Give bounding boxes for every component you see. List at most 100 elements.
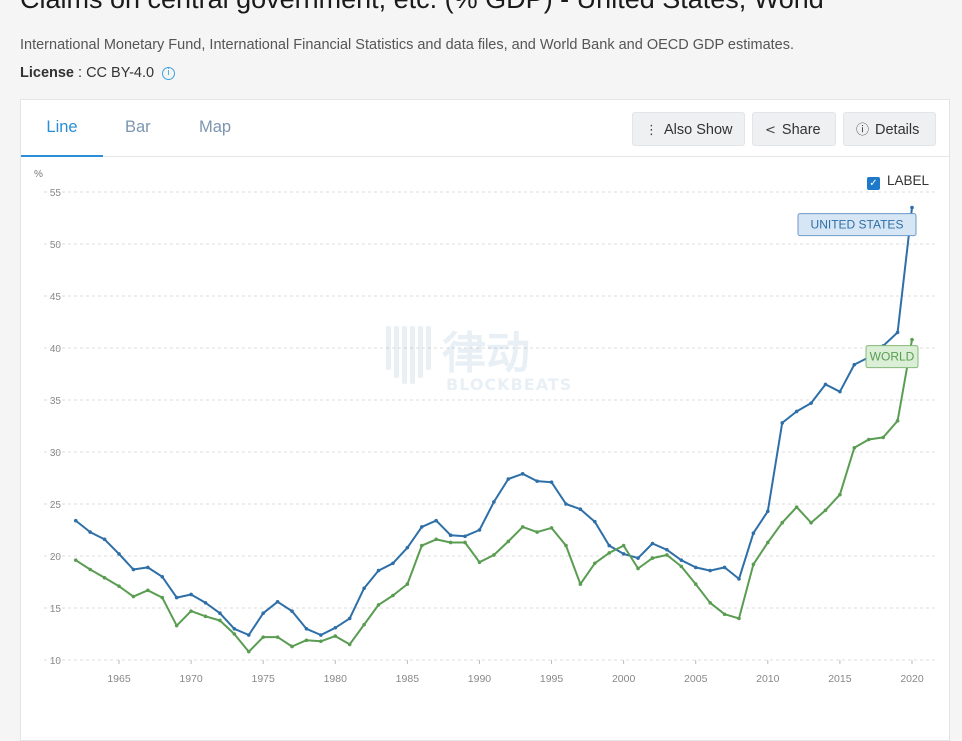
series-label-box bbox=[797, 213, 917, 237]
also-show-label: Also Show bbox=[664, 122, 733, 138]
share-label: Share bbox=[781, 122, 821, 138]
data-point bbox=[362, 622, 366, 627]
page-title: Claims on central government, etc. (% GD… bbox=[20, 0, 824, 15]
data-point bbox=[347, 616, 352, 621]
x-tick-label: 1965 bbox=[107, 673, 131, 685]
data-point bbox=[174, 623, 179, 628]
data-point bbox=[73, 518, 78, 523]
data-point bbox=[405, 545, 410, 550]
data-point bbox=[737, 577, 741, 581]
data-point bbox=[679, 558, 684, 562]
data-point bbox=[218, 618, 222, 623]
data-point bbox=[304, 627, 309, 631]
data-point bbox=[261, 611, 265, 615]
data-point bbox=[708, 601, 712, 605]
data-point bbox=[650, 541, 655, 546]
data-point bbox=[463, 540, 467, 545]
data-point bbox=[131, 567, 136, 572]
data-point bbox=[665, 547, 669, 552]
data-point bbox=[737, 616, 741, 621]
data-point bbox=[405, 582, 410, 586]
watermark-cjk: 律动 bbox=[442, 328, 530, 379]
x-tick-labels: 1965 1970 1975 1980 1985 1990 1995 2000 2005 2010… bbox=[107, 673, 924, 685]
y-tick-label: 10 bbox=[50, 656, 62, 667]
data-point bbox=[232, 632, 237, 636]
data-point bbox=[751, 562, 756, 567]
watermark: 律动 BLOCKBEATS bbox=[386, 326, 572, 394]
data-point bbox=[621, 552, 626, 556]
watermark-text: BLOCKBEATS bbox=[446, 375, 572, 394]
data-point bbox=[275, 599, 280, 604]
data-point bbox=[650, 556, 655, 560]
data-point bbox=[866, 437, 871, 442]
data-point bbox=[852, 362, 857, 367]
data-point bbox=[434, 518, 439, 523]
data-point bbox=[146, 588, 150, 593]
data-point bbox=[621, 543, 626, 548]
info-icon: ⓘ bbox=[856, 123, 870, 138]
line-chart: 律动 BLOCKBEATS % 10 15 20 25 30 35 40 45 50 55 1965… bbox=[34, 169, 935, 685]
data-point bbox=[823, 508, 828, 513]
data-point bbox=[333, 625, 338, 630]
data-point bbox=[693, 565, 698, 570]
share-button[interactable]: < Share bbox=[752, 112, 836, 146]
data-point bbox=[564, 543, 568, 548]
tab-bar[interactable]: Bar bbox=[125, 118, 151, 136]
data-point bbox=[780, 520, 785, 525]
y-tick-label: 55 bbox=[50, 188, 62, 199]
data-point bbox=[506, 477, 511, 481]
info-icon[interactable]: i bbox=[162, 67, 176, 80]
also-show-button[interactable]: ⋮ Also Show bbox=[632, 112, 745, 146]
series-label-box bbox=[865, 345, 919, 369]
data-point bbox=[261, 635, 265, 639]
data-point bbox=[189, 609, 193, 613]
checkbox-checked-icon[interactable]: ✓ bbox=[867, 177, 880, 190]
data-point bbox=[910, 205, 914, 210]
x-tick-label: 1975 bbox=[252, 673, 276, 685]
data-point bbox=[362, 586, 366, 591]
data-point bbox=[203, 614, 208, 619]
data-point bbox=[535, 530, 539, 534]
data-point bbox=[419, 543, 424, 548]
label-toggle[interactable]: ✓ LABEL bbox=[867, 173, 929, 190]
x-tick-label: 1990 bbox=[468, 673, 492, 685]
data-point bbox=[117, 584, 121, 588]
data-point bbox=[520, 525, 525, 529]
data-point bbox=[160, 575, 165, 579]
data-point bbox=[722, 565, 727, 570]
y-axis-label: % bbox=[34, 169, 43, 180]
tab-line[interactable]: Line bbox=[21, 100, 103, 157]
data-point bbox=[679, 564, 684, 569]
data-point bbox=[246, 633, 251, 637]
data-point bbox=[895, 419, 900, 423]
data-point bbox=[549, 526, 554, 530]
details-button[interactable]: ⓘ Details bbox=[843, 112, 936, 146]
license-label: License bbox=[20, 65, 74, 81]
x-tick-label: 2005 bbox=[684, 673, 708, 685]
data-point bbox=[838, 389, 842, 394]
y-tick-label: 45 bbox=[50, 292, 62, 303]
data-point bbox=[809, 520, 813, 525]
source-note: International Monetary Fund, Internation… bbox=[20, 37, 795, 53]
data-point bbox=[448, 533, 453, 537]
data-point bbox=[751, 531, 756, 535]
y-tick-label: 20 bbox=[50, 552, 62, 563]
data-point bbox=[434, 537, 439, 542]
data-point bbox=[636, 556, 640, 560]
tab-map[interactable]: Map bbox=[199, 118, 232, 136]
x-tick-label: 2000 bbox=[612, 673, 636, 685]
data-point bbox=[319, 633, 323, 637]
data-point bbox=[477, 560, 482, 565]
series-labels: UNITED STATES WORLD bbox=[797, 213, 919, 369]
data-point bbox=[564, 502, 568, 506]
data-point bbox=[203, 601, 208, 605]
data-point bbox=[636, 566, 640, 571]
data-point bbox=[809, 401, 813, 405]
data-point bbox=[290, 644, 294, 649]
data-point bbox=[549, 480, 554, 484]
share-icon: < bbox=[765, 123, 776, 138]
data-point bbox=[391, 593, 395, 598]
series-label: UNITED STATES bbox=[811, 218, 904, 232]
series-line bbox=[75, 207, 913, 636]
data-point bbox=[665, 553, 669, 557]
